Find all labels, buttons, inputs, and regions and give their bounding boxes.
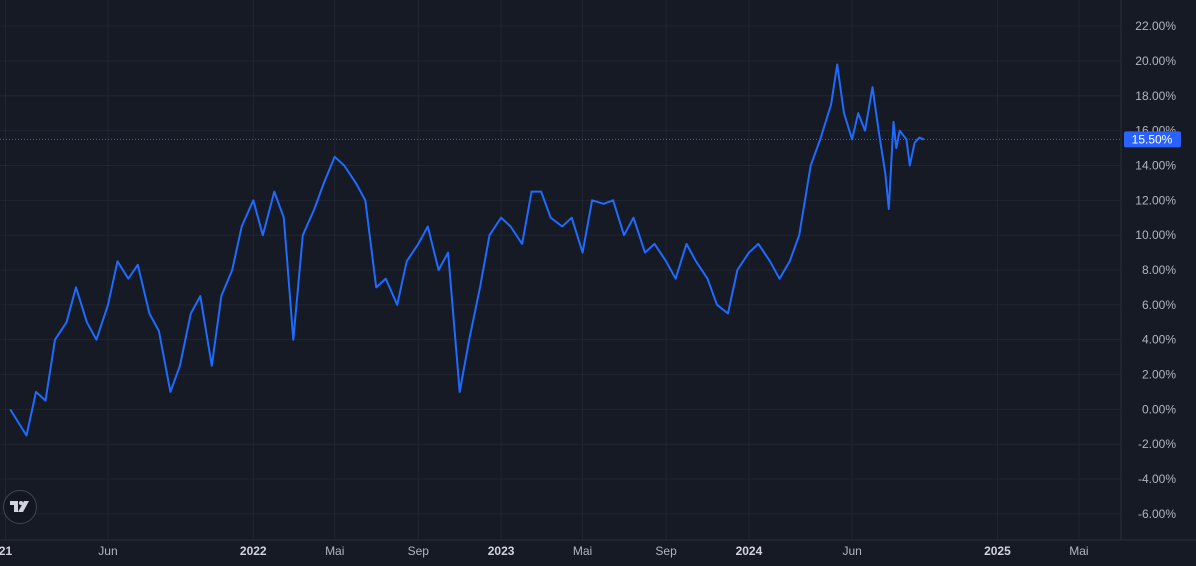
y-tick-label: 14.00% <box>1135 158 1176 172</box>
y-tick-label: 22.00% <box>1135 19 1176 33</box>
y-tick-label: -6.00% <box>1138 507 1176 521</box>
y-tick-label: 12.00% <box>1135 193 1176 207</box>
x-tick-label: Mai <box>325 544 344 558</box>
y-tick-label: 10.00% <box>1135 228 1176 242</box>
y-tick-label: -2.00% <box>1138 437 1176 451</box>
x-tick-label: Jun <box>842 544 861 558</box>
y-tick-label: 2.00% <box>1142 368 1176 382</box>
y-tick-label: 8.00% <box>1142 263 1176 277</box>
last-value-text: 15.50% <box>1132 132 1173 146</box>
x-tick-label: 2025 <box>984 544 1011 558</box>
tradingview-logo-icon[interactable] <box>3 490 37 524</box>
grid <box>0 0 1121 540</box>
last-value-label: 15.50% <box>1124 131 1181 148</box>
y-tick-label: 6.00% <box>1142 298 1176 312</box>
x-tick-label: Mai <box>573 544 592 558</box>
series-line <box>9 63 925 437</box>
x-axis[interactable]: 21 Jun 2022 Mai Sep 2023 Mai Sep 2024 Jun 2025 Mai <box>0 544 1089 558</box>
x-tick-label: 2022 <box>240 544 267 558</box>
x-tick-label: 2023 <box>488 544 515 558</box>
x-tick-label: Jun <box>98 544 117 558</box>
y-tick-label: 0.00% <box>1142 402 1176 416</box>
x-tick-label: Sep <box>408 544 430 558</box>
y-tick-label: -4.00% <box>1138 472 1176 486</box>
x-tick-label: Mai <box>1069 544 1088 558</box>
x-tick-label: 2024 <box>736 544 763 558</box>
y-tick-label: 4.00% <box>1142 333 1176 347</box>
y-tick-label: 20.00% <box>1135 54 1176 68</box>
y-tick-label: 18.00% <box>1135 89 1176 103</box>
x-tick-label: 21 <box>0 544 12 558</box>
y-axis[interactable]: 22.00%20.00%18.00%16.00%14.00%12.00%10.0… <box>1135 19 1176 521</box>
x-tick-label: Sep <box>655 544 677 558</box>
